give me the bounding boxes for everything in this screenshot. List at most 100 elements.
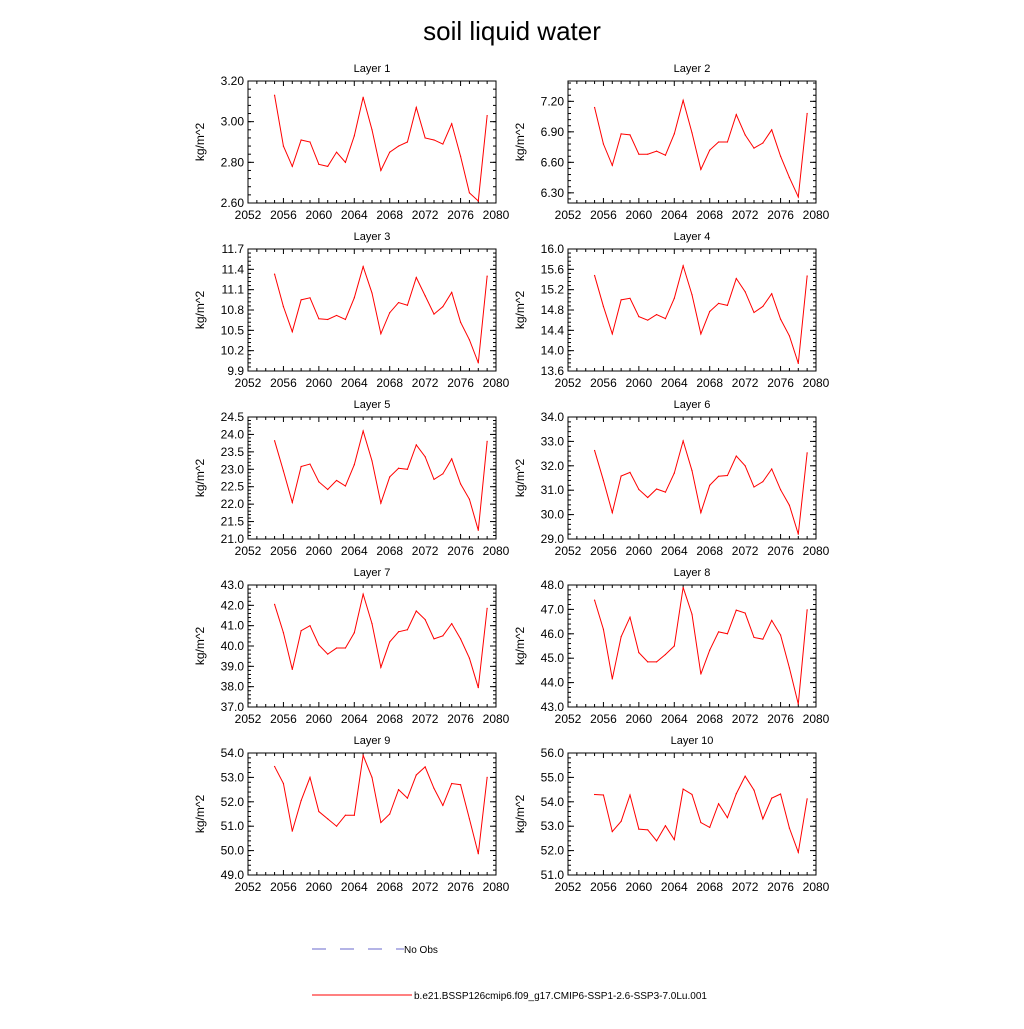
x-tick-label: 2076 bbox=[447, 544, 474, 558]
y-tick-label: 40.0 bbox=[221, 639, 245, 653]
data-point bbox=[406, 141, 409, 143]
series-line bbox=[274, 264, 488, 364]
x-tick-label: 2072 bbox=[732, 208, 759, 222]
data-point bbox=[442, 635, 444, 637]
y-tick-label: 42.0 bbox=[221, 598, 245, 612]
x-tick-label: 2060 bbox=[626, 880, 653, 894]
data-point bbox=[353, 464, 355, 466]
data-point bbox=[682, 788, 684, 790]
y-axis-label: kg/m^2 bbox=[193, 459, 207, 498]
x-tick-label: 2060 bbox=[306, 712, 333, 726]
x-tick-label: 2064 bbox=[341, 376, 368, 390]
x-tick-label: 2072 bbox=[412, 208, 439, 222]
data-point bbox=[762, 638, 764, 640]
data-point bbox=[353, 632, 355, 634]
x-tick-label: 2064 bbox=[341, 208, 368, 222]
y-tick-label: 2.80 bbox=[221, 155, 245, 169]
x-tick-label: 2072 bbox=[412, 376, 439, 390]
data-point bbox=[700, 333, 702, 335]
data-point bbox=[273, 273, 276, 275]
x-tick-label: 2080 bbox=[803, 880, 830, 894]
data-point bbox=[291, 830, 293, 832]
y-axis-label: kg/m^2 bbox=[193, 291, 207, 330]
x-tick-label: 2060 bbox=[626, 712, 653, 726]
x-tick-label: 2076 bbox=[447, 376, 474, 390]
x-tick-label: 2072 bbox=[412, 712, 439, 726]
x-tick-label: 2052 bbox=[555, 544, 582, 558]
data-point bbox=[602, 628, 605, 631]
data-point bbox=[362, 754, 364, 757]
x-tick-label: 2060 bbox=[306, 376, 333, 390]
data-point bbox=[611, 512, 613, 514]
y-tick-label: 53.0 bbox=[541, 819, 565, 833]
data-point bbox=[273, 94, 276, 96]
data-point bbox=[735, 793, 737, 795]
y-tick-label: 47.0 bbox=[541, 602, 565, 616]
data-point bbox=[477, 529, 479, 531]
data-point bbox=[389, 151, 391, 153]
series-line bbox=[274, 753, 488, 854]
data-point bbox=[779, 318, 782, 320]
data-point bbox=[344, 318, 347, 321]
data-point bbox=[717, 475, 720, 477]
data-point bbox=[709, 826, 711, 829]
data-point bbox=[593, 106, 596, 109]
data-point bbox=[638, 828, 640, 830]
data-point bbox=[291, 165, 293, 167]
data-point bbox=[797, 362, 799, 364]
data-point bbox=[629, 471, 631, 473]
data-point bbox=[318, 481, 320, 483]
y-tick-label: 51.0 bbox=[541, 868, 565, 882]
data-point bbox=[415, 610, 417, 612]
data-point bbox=[451, 782, 453, 785]
legend: No Obs b.e21.BSSP126cmip6.f09_g17.CMIP6-… bbox=[312, 945, 707, 1002]
data-point bbox=[664, 154, 667, 156]
y-axis-label: kg/m^2 bbox=[513, 627, 527, 666]
data-point bbox=[753, 486, 755, 488]
x-tick-label: 2072 bbox=[732, 880, 759, 894]
data-point bbox=[380, 333, 382, 335]
data-point bbox=[344, 161, 347, 163]
x-tick-label: 2064 bbox=[661, 544, 688, 558]
x-tick-label: 2056 bbox=[590, 376, 617, 390]
data-point bbox=[735, 455, 737, 457]
y-tick-label: 15.6 bbox=[541, 262, 565, 276]
data-point bbox=[468, 657, 471, 659]
plot-frame bbox=[247, 584, 497, 708]
y-tick-label: 43.0 bbox=[221, 578, 245, 592]
data-point bbox=[486, 440, 488, 442]
y-axis-label: kg/m^2 bbox=[513, 123, 527, 162]
y-tick-label: 32.0 bbox=[541, 459, 565, 473]
data-point bbox=[664, 653, 667, 656]
data-point bbox=[611, 830, 613, 833]
x-tick-label: 2056 bbox=[270, 208, 297, 222]
x-tick-label: 2056 bbox=[270, 712, 297, 726]
data-point bbox=[629, 794, 631, 796]
x-tick-label: 2072 bbox=[412, 880, 439, 894]
x-tick-label: 2072 bbox=[732, 712, 759, 726]
data-point bbox=[415, 774, 417, 776]
data-point bbox=[459, 638, 462, 640]
series-line bbox=[594, 587, 808, 705]
data-point bbox=[291, 501, 293, 503]
data-point bbox=[709, 484, 711, 486]
plot-frame bbox=[567, 752, 817, 876]
data-point bbox=[735, 113, 737, 116]
y-tick-label: 44.0 bbox=[541, 676, 565, 690]
y-tick-label: 23.5 bbox=[221, 445, 245, 459]
data-point bbox=[397, 789, 400, 791]
data-point bbox=[709, 149, 711, 151]
x-tick-label: 2076 bbox=[767, 376, 794, 390]
y-tick-label: 52.0 bbox=[541, 844, 565, 858]
data-point bbox=[459, 321, 462, 323]
data-point bbox=[389, 813, 391, 815]
data-point bbox=[433, 139, 435, 141]
data-point bbox=[415, 444, 417, 446]
data-point bbox=[717, 631, 720, 633]
data-point bbox=[309, 776, 311, 779]
data-point bbox=[309, 463, 311, 465]
data-point bbox=[397, 145, 400, 147]
data-point bbox=[442, 473, 444, 475]
data-point bbox=[335, 479, 338, 482]
y-axis-label: kg/m^2 bbox=[513, 291, 527, 330]
